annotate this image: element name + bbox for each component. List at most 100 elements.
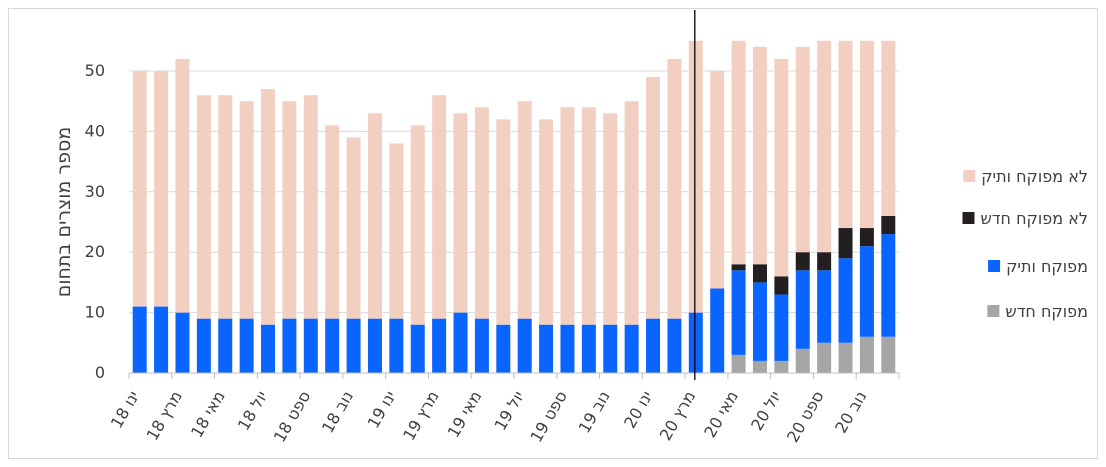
bar-segment (667, 58, 682, 319)
bar-segment (389, 143, 404, 319)
bar-segment (432, 95, 447, 319)
bar-segment (859, 40, 874, 229)
bar-segment (154, 71, 169, 307)
bar-segment (774, 276, 789, 295)
bar-segment (731, 354, 746, 373)
bar-segment (325, 125, 340, 319)
legend-swatch (988, 260, 1001, 272)
bar-segment (517, 101, 532, 319)
bar-segment (367, 113, 382, 319)
legend-label: לא מפוקח ותיק (981, 167, 1088, 186)
bar-segment (196, 95, 211, 319)
bar-segment (710, 71, 725, 289)
bar-segment (410, 125, 425, 325)
y-tick-label: 20 (85, 242, 105, 261)
x-tick-label: מרץ 20 (656, 388, 699, 444)
bar-segment (667, 318, 682, 373)
bar-segment (389, 318, 404, 373)
bar-segment (817, 270, 832, 343)
bar-segment (624, 324, 639, 373)
bar-segment (410, 324, 425, 373)
bar-segment (881, 215, 896, 235)
bar-segment (453, 312, 468, 373)
legend-swatch (963, 170, 976, 182)
bar-segment (859, 228, 874, 247)
bar-segment (603, 113, 618, 325)
bar-segment (132, 306, 147, 373)
x-tick-label: נוב 20 (831, 388, 870, 437)
bar-segment (752, 46, 767, 265)
bar-segment (795, 348, 810, 373)
bar-segment (838, 258, 853, 343)
bar-segment (774, 360, 789, 373)
bar-segment (581, 324, 596, 373)
bar-segment (261, 324, 276, 373)
bar-segment (282, 318, 297, 373)
bar-segment (838, 40, 853, 229)
x-tick-label: ינו 20 (620, 388, 656, 432)
x-tick-label: מאי 20 (700, 388, 742, 441)
legend-label: מפוקח ותיק (1006, 257, 1088, 276)
bar-segment (303, 318, 318, 373)
bar-segment (731, 40, 746, 265)
bar-segment (261, 89, 276, 325)
bar-segment (346, 137, 361, 319)
bar-segment (496, 324, 511, 373)
bar-segment (731, 270, 746, 355)
y-tick-label: 30 (85, 182, 105, 201)
bar-segment (517, 318, 532, 373)
bar-segment (218, 318, 233, 373)
y-tick-label: 40 (85, 121, 105, 140)
bar-segment (859, 246, 874, 337)
bar-segment (367, 318, 382, 373)
bar-segment (688, 312, 703, 373)
x-tick-label: יול 19 (490, 388, 528, 434)
bar-segment (731, 264, 746, 271)
bar-segment (646, 318, 661, 373)
y-tick-label: 50 (85, 61, 105, 80)
x-tick-label: יול 20 (747, 388, 785, 434)
bar-segment (539, 119, 554, 325)
x-tick-label: מרץ 18 (142, 388, 185, 444)
bar-segment (303, 95, 318, 319)
legend: לא מפוקח ותיק לא מפוקח חדש מפוקח ותיק מפוקח… (962, 167, 1088, 321)
bar-segment (752, 360, 767, 373)
x-tick-label: יול 18 (234, 388, 272, 434)
x-tick-label: ספט 19 (526, 388, 571, 446)
bar-segment (175, 312, 190, 373)
bar-segment (710, 288, 725, 373)
bar-segment (795, 270, 810, 349)
x-tick-label: מאי 18 (187, 388, 229, 441)
x-tick-label: מאי 19 (444, 387, 486, 440)
x-tick-label: מרץ 19 (399, 388, 442, 444)
bar-segment (154, 306, 169, 373)
bar-segment (474, 318, 489, 373)
bar-segment (646, 77, 661, 319)
bar-segment (774, 294, 789, 361)
bar-segment (239, 318, 254, 373)
bar-segment (795, 252, 810, 271)
bar-segment (239, 101, 254, 319)
bar-segment (453, 113, 468, 313)
bar-segment (817, 342, 832, 373)
bar-segment (560, 107, 575, 325)
bar-segment (282, 101, 297, 319)
bar-segment (496, 119, 511, 325)
x-tick-label: ספט 18 (270, 388, 315, 446)
bar-segment (539, 324, 554, 373)
bar-segment (196, 318, 211, 373)
y-tick-label: 10 (85, 303, 105, 322)
bar-segment (774, 58, 789, 277)
x-tick-label: ספט 20 (783, 388, 828, 446)
bars-group (132, 40, 896, 373)
legend-swatch (987, 305, 1000, 317)
y-axis-label: מספר מוצרים בתחום (53, 127, 75, 298)
bar-segment (474, 107, 489, 319)
bar-segment (838, 342, 853, 373)
bar-segment (581, 107, 596, 325)
bar-segment (132, 71, 147, 307)
bar-segment (603, 324, 618, 373)
x-tick-label: נוב 18 (318, 388, 357, 437)
bar-segment (346, 318, 361, 373)
